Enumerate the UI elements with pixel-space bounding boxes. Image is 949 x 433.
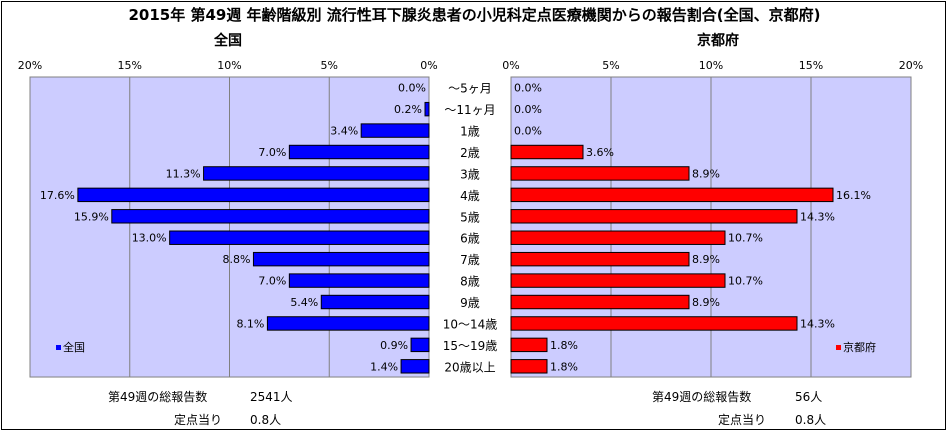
left-bar xyxy=(252,251,430,267)
right-bar xyxy=(510,209,798,224)
right-data-label: 16.1% xyxy=(836,189,871,202)
left-bar xyxy=(288,273,430,288)
category-label: 2歳 xyxy=(460,146,480,160)
right-data-label: 8.9% xyxy=(692,253,720,266)
right-per-label: 定点当り xyxy=(718,413,767,427)
left-bar xyxy=(400,359,430,374)
category-label: 20歳以上 xyxy=(444,360,495,374)
category-label: 15～19歳 xyxy=(443,339,498,353)
left-tick-label: 20% xyxy=(18,59,42,72)
right-tick-label: 5% xyxy=(602,59,619,72)
right-tick-label: 0% xyxy=(502,59,519,72)
category-label: 10～14歳 xyxy=(443,317,498,331)
right-bar xyxy=(510,187,834,203)
left-legend-swatch xyxy=(56,345,61,350)
right-bar xyxy=(510,166,690,181)
left-bar xyxy=(266,316,430,331)
right-data-label: 1.8% xyxy=(550,360,578,373)
right-bar xyxy=(510,359,548,374)
right-data-label: 0.0% xyxy=(514,125,542,138)
left-data-label: 5.4% xyxy=(290,296,318,309)
right-total-value: 56人 xyxy=(795,390,823,404)
left-bar xyxy=(203,166,430,181)
right-data-label: 0.0% xyxy=(514,82,542,95)
left-data-label: 0.9% xyxy=(380,339,408,352)
right-total-label: 第49週の総報告数 xyxy=(652,390,752,404)
left-bar xyxy=(111,209,430,224)
left-bar xyxy=(410,337,430,353)
right-bar xyxy=(510,230,726,245)
left-total-label: 第49週の総報告数 xyxy=(108,390,208,404)
right-tick-label: 15% xyxy=(799,59,823,72)
right-data-label: 8.9% xyxy=(692,296,720,309)
category-label: 7歳 xyxy=(460,253,480,267)
category-label: ～11ヶ月 xyxy=(444,103,495,117)
right-data-label: 10.7% xyxy=(728,232,763,245)
left-data-label: 11.3% xyxy=(166,167,201,180)
left-bar xyxy=(360,123,430,138)
left-data-label: 0.0% xyxy=(398,82,426,95)
right-data-label: 14.3% xyxy=(800,317,835,330)
right-tick-label: 10% xyxy=(699,59,723,72)
left-bar xyxy=(288,144,430,160)
right-data-label: 14.3% xyxy=(800,210,835,223)
category-label: 9歳 xyxy=(460,296,480,310)
right-bar xyxy=(510,316,798,331)
left-tick-label: 0% xyxy=(420,59,437,72)
left-tick-label: 15% xyxy=(118,59,142,72)
left-total-value: 2541人 xyxy=(250,390,293,404)
category-label: ～5ヶ月 xyxy=(448,82,492,96)
category-label: 1歳 xyxy=(460,125,480,139)
right-legend-swatch xyxy=(836,345,841,350)
right-bar xyxy=(510,273,726,288)
right-bar xyxy=(510,144,584,160)
category-label: 3歳 xyxy=(460,167,480,181)
right-data-label: 0.0% xyxy=(514,103,542,116)
left-data-label: 1.4% xyxy=(370,360,398,373)
left-bar xyxy=(320,294,430,310)
left-bar xyxy=(77,187,430,203)
category-label: 4歳 xyxy=(460,189,480,203)
left-tick-label: 10% xyxy=(217,59,241,72)
right-data-label: 3.6% xyxy=(586,146,614,159)
right-legend-label: 京都府 xyxy=(843,340,876,354)
left-bar xyxy=(424,101,430,117)
left-data-label: 0.2% xyxy=(394,103,422,116)
left-data-label: 3.4% xyxy=(330,125,358,138)
left-tick-label: 5% xyxy=(321,59,338,72)
right-tick-label: 20% xyxy=(899,59,923,72)
right-data-label: 1.8% xyxy=(550,339,578,352)
left-data-label: 7.0% xyxy=(258,146,286,159)
right-bar xyxy=(510,337,548,353)
category-label: 8歳 xyxy=(460,275,480,289)
left-legend-label: 全国 xyxy=(63,340,85,354)
left-per-value: 0.8人 xyxy=(250,413,282,427)
category-label: 5歳 xyxy=(460,210,480,224)
left-data-label: 7.0% xyxy=(258,275,286,288)
right-bar xyxy=(510,251,690,267)
category-label: 6歳 xyxy=(460,232,480,246)
left-data-label: 8.1% xyxy=(236,317,264,330)
left-data-label: 15.9% xyxy=(74,210,109,223)
right-per-value: 0.8人 xyxy=(795,413,827,427)
right-data-label: 8.9% xyxy=(692,167,720,180)
left-bar xyxy=(169,230,430,245)
left-data-label: 13.0% xyxy=(132,232,167,245)
right-bar xyxy=(510,294,690,310)
left-data-label: 8.8% xyxy=(222,253,250,266)
left-panel-title: 全国 xyxy=(213,32,242,49)
right-data-label: 10.7% xyxy=(728,275,763,288)
left-per-label: 定点当り xyxy=(174,413,223,427)
chart-title: 2015年 第49週 年齢階級別 流行性耳下腺炎患者の小児科定点医療機関からの報… xyxy=(128,6,821,24)
right-panel-title: 京都府 xyxy=(697,32,739,49)
left-data-label: 17.6% xyxy=(40,189,75,202)
